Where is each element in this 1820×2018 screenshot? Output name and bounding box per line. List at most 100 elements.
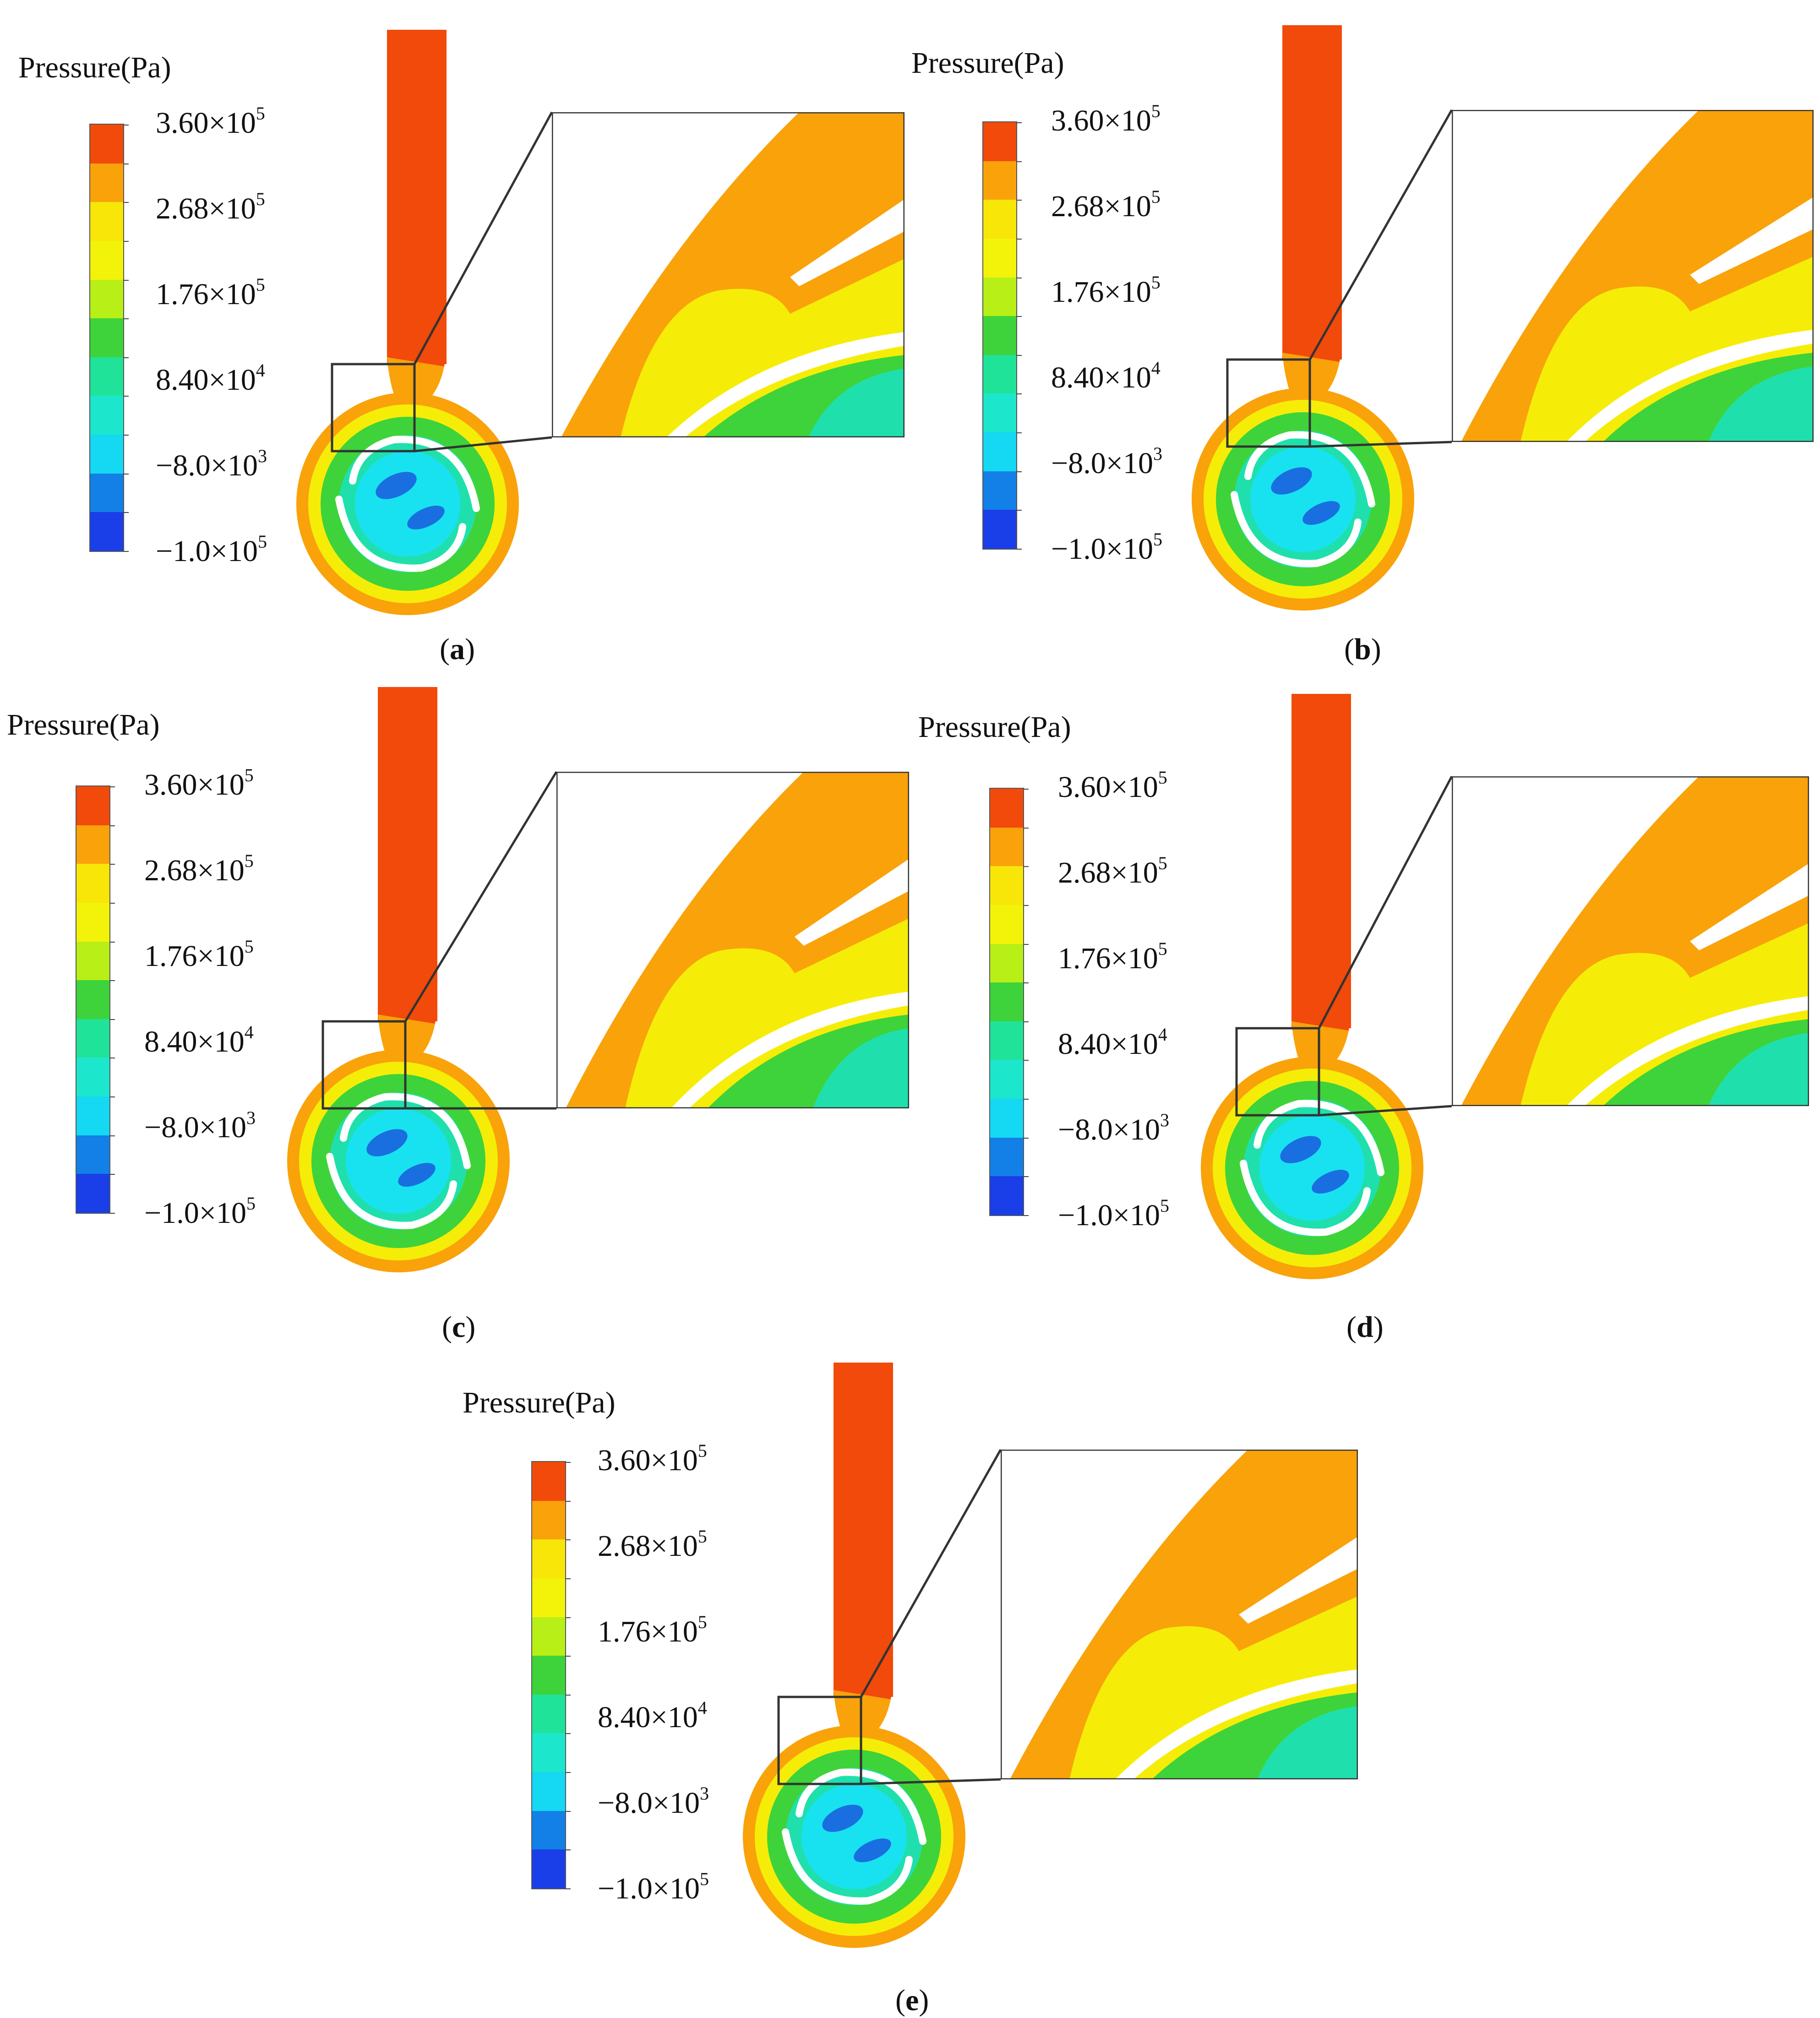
colorbar-tick [1016, 355, 1022, 356]
label-mantissa: 1.76×10 [1051, 275, 1151, 309]
label-exponent: 4 [697, 1697, 707, 1718]
inlet-pipe [834, 1363, 893, 1697]
label-mantissa: −8.0×10 [1058, 1113, 1160, 1146]
colorbar-label: −8.0×103 [144, 1107, 256, 1145]
colorbar-tick [109, 1135, 115, 1136]
colorbar-tick [565, 1694, 571, 1696]
label-exponent: 5 [697, 1440, 707, 1461]
volute-rim [287, 1050, 510, 1272]
panel-letter: d [1356, 1310, 1373, 1344]
colorbar-tick [123, 512, 129, 513]
colorbar-label: 3.60×105 [156, 103, 265, 141]
label-exponent: 5 [256, 274, 265, 295]
label-mantissa: 1.76×10 [1058, 942, 1158, 975]
colorbar-label: 1.76×105 [1051, 272, 1161, 310]
label-exponent: 5 [257, 531, 267, 552]
colorbar-label: 1.76×105 [1058, 938, 1167, 976]
zoom-connector [413, 111, 553, 365]
low-pressure-zone [398, 1163, 436, 1187]
colorbar-label: 8.40×104 [598, 1697, 707, 1735]
colorbar-tick [1023, 827, 1029, 829]
zoom-teal-region [1708, 366, 1814, 442]
colorbar-segment [983, 161, 1016, 200]
colorbar-label: 3.60×105 [598, 1440, 707, 1478]
zoom-connector [1308, 109, 1453, 360]
colorbar-label: 1.76×105 [156, 274, 265, 312]
colorbar-label: 3.60×105 [144, 765, 254, 802]
colorbar-segment [90, 512, 123, 551]
label-mantissa: 2.68×10 [598, 1529, 698, 1563]
colorbar-title: Pressure(Pa) [7, 708, 160, 742]
zoom-blade [671, 992, 909, 1108]
zoom-blade [666, 332, 905, 437]
low-pressure-zone [854, 1838, 891, 1862]
label-exponent: 5 [1158, 853, 1167, 873]
colorbar-segment [76, 864, 109, 903]
colorbar-segment [983, 122, 1016, 161]
colorbar-tick [1023, 982, 1029, 984]
colorbar-tick [1016, 122, 1022, 123]
colorbar-tick [123, 435, 129, 436]
label-mantissa: 8.40×10 [144, 1025, 245, 1058]
colorbar-tick [565, 1849, 571, 1851]
panel-letter: c [452, 1310, 466, 1344]
low-pressure-zone [1271, 467, 1312, 495]
colorbar-segment [76, 980, 109, 1019]
colorbar-segment [532, 1462, 565, 1501]
colorbar-segment [90, 202, 123, 241]
colorbar-label: 8.40×104 [144, 1022, 254, 1059]
label-mantissa: −1.0×10 [1051, 532, 1153, 566]
colorbar-tick [123, 357, 129, 358]
colorbar-segment [983, 355, 1016, 394]
zoom-teal-region [813, 1028, 909, 1108]
panel-caption: (d) [1346, 1310, 1384, 1344]
label-exponent: 3 [1160, 1110, 1169, 1130]
colorbar-segment [990, 1021, 1023, 1060]
colorbar-segment [76, 1058, 109, 1096]
impeller-blade [782, 1828, 913, 1905]
label-exponent: 5 [256, 103, 265, 124]
colorbar-tick [109, 1213, 115, 1214]
colorbar-tick [565, 1462, 571, 1463]
colorbar-segment [532, 1578, 565, 1617]
zoom-tongue [795, 859, 909, 946]
colorbar-tick [1023, 1176, 1029, 1178]
colorbar-tick [1023, 789, 1029, 790]
colorbar-label: −1.0×105 [144, 1193, 256, 1231]
label-exponent: 5 [244, 851, 254, 871]
label-mantissa: 2.68×10 [144, 854, 245, 887]
label-mantissa: 8.40×10 [598, 1701, 698, 1734]
label-mantissa: 3.60×10 [598, 1444, 698, 1477]
low-pressure-zone [1302, 501, 1340, 525]
colorbar-tick [1023, 1060, 1029, 1061]
inlet-pipe [387, 30, 447, 364]
zoom-teal-region [1708, 1033, 1809, 1106]
colorbar-tick [565, 1578, 571, 1579]
colorbar-segment [532, 1733, 565, 1772]
colorbar-segment [983, 277, 1016, 316]
panel-letter: b [1354, 633, 1371, 666]
volute-rim [1192, 388, 1414, 611]
label-mantissa: 3.60×10 [1058, 770, 1158, 804]
label-mantissa: 1.76×10 [144, 939, 245, 973]
colorbar-tick [109, 980, 115, 982]
label-exponent: 5 [697, 1526, 707, 1547]
label-mantissa: 2.68×10 [1051, 190, 1151, 223]
colorbar-segment [990, 944, 1023, 983]
colorbar-segment [90, 163, 123, 202]
colorbar-segment [90, 240, 123, 280]
colorbar-tick [109, 1174, 115, 1175]
colorbar-segment [76, 1135, 109, 1174]
label-mantissa: 8.40×10 [1058, 1027, 1158, 1061]
colorbar-tick [123, 396, 129, 397]
volute-rim [743, 1725, 965, 1948]
pressure-colorbar [76, 785, 115, 1214]
colorbar-segment [983, 393, 1016, 432]
colorbar-tick [1016, 200, 1022, 201]
impeller-blade [326, 1153, 457, 1229]
colorbar-tick [565, 1617, 571, 1618]
label-mantissa: −8.0×10 [598, 1786, 700, 1820]
low-pressure-zone [407, 506, 445, 529]
